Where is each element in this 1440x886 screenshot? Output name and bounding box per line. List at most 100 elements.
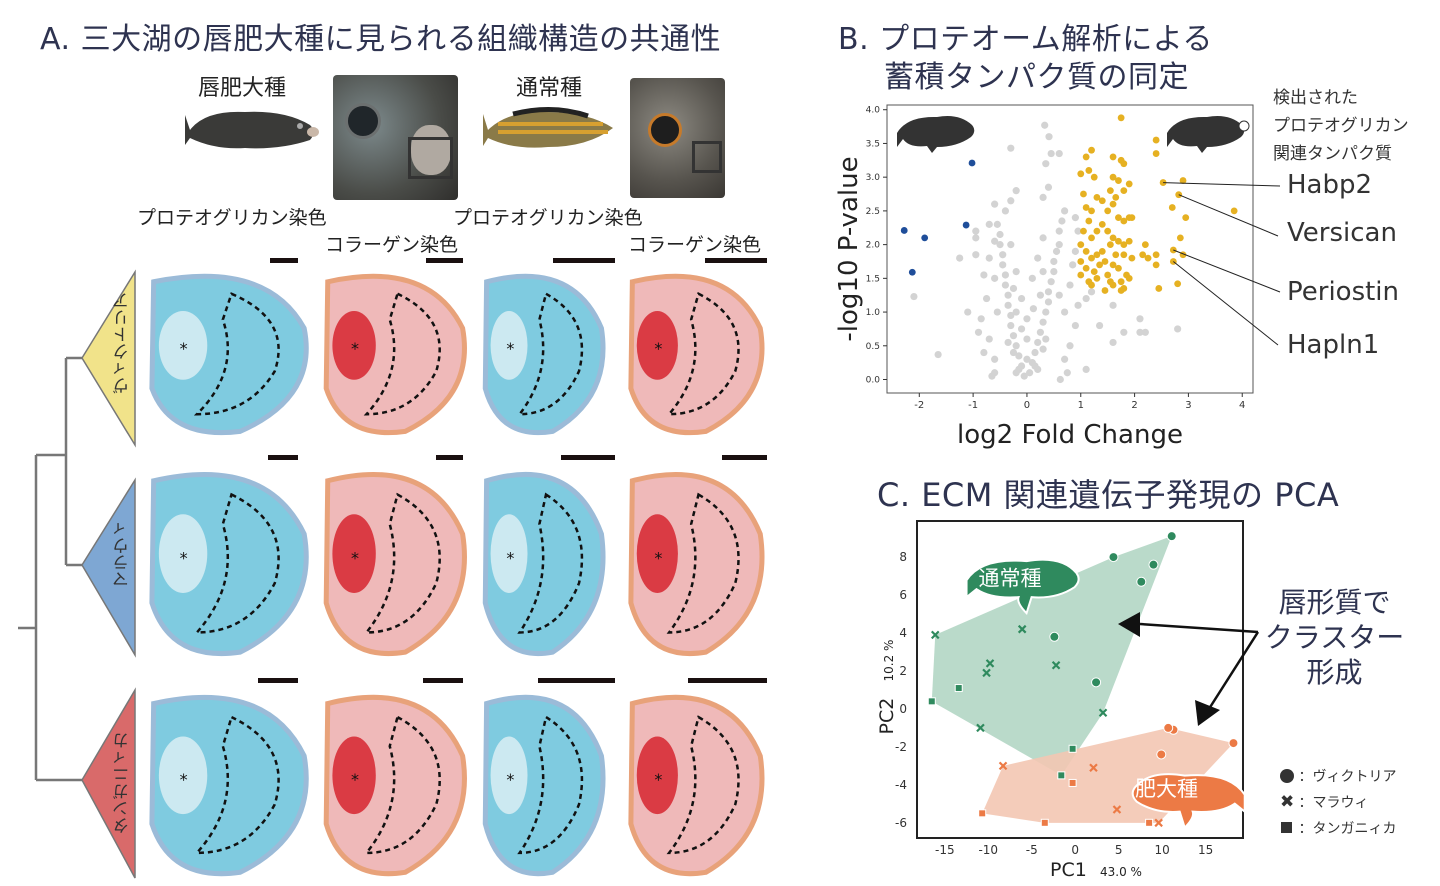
y-axis-label: PC2	[876, 698, 898, 735]
up-point	[1125, 237, 1133, 245]
legend-item-victoria: ：ヴィクトリア	[1280, 766, 1396, 792]
scale-bar	[561, 455, 615, 460]
ns-point	[1039, 234, 1047, 242]
ns-point	[1009, 332, 1018, 340]
panel-b-title-line2: 蓄積タンパク質の同定	[884, 60, 1189, 95]
ns-point	[1001, 281, 1010, 289]
ns-point	[1009, 284, 1018, 293]
ns-point	[1009, 348, 1018, 357]
x-tick-label: -5	[1026, 843, 1038, 857]
cross-point	[1098, 708, 1108, 717]
hypertrophic-fish-photo	[185, 100, 320, 160]
up-point	[1093, 227, 1101, 235]
ns-point	[1052, 247, 1061, 255]
detected-proteoglycan-label: 検出された プロテオグリカン 関連タンパク質	[1273, 84, 1409, 168]
up-point	[1109, 153, 1117, 161]
y-tick-label: -2	[895, 740, 907, 754]
ns-point	[1055, 227, 1063, 235]
x-tick-label: -15	[935, 843, 955, 857]
circle-point	[1148, 559, 1159, 570]
ns-point	[1069, 261, 1077, 269]
y-tick-label: -6	[895, 816, 907, 830]
up-point	[1101, 258, 1109, 265]
up-point	[1115, 237, 1122, 245]
svg-text:*: *	[654, 339, 662, 358]
up-point	[1179, 177, 1187, 184]
ns-point	[991, 274, 999, 282]
up-point	[1082, 204, 1090, 211]
ns-point	[934, 350, 942, 359]
ns-point	[1174, 325, 1182, 333]
up-point	[1104, 271, 1112, 279]
up-point	[1152, 136, 1160, 144]
square-point	[1057, 771, 1066, 780]
svg-text:*: *	[506, 339, 514, 358]
up-point	[1098, 220, 1106, 228]
up-point	[1088, 281, 1095, 289]
svg-text:*: *	[180, 339, 188, 358]
up-point	[1093, 251, 1101, 259]
up-point	[1104, 227, 1112, 235]
down-point	[900, 227, 908, 234]
y-tick-label: 3.0	[866, 173, 881, 183]
ns-point	[1066, 281, 1074, 289]
hypertrophic-head-photo	[333, 75, 458, 200]
arrowhead-icon	[1118, 612, 1140, 637]
square-point	[1068, 744, 1077, 753]
up-point	[1088, 207, 1095, 215]
scale-bar	[436, 455, 463, 460]
up-point	[1176, 234, 1184, 242]
circle-point	[1228, 738, 1239, 749]
y-tick-label: 6	[899, 588, 907, 602]
scale-bar	[722, 455, 767, 460]
y-tick-label: 2.5	[866, 207, 880, 217]
lake-label-malawi: マラウィ	[113, 520, 133, 588]
ns-point	[910, 292, 918, 301]
up-point	[1128, 254, 1136, 262]
scale-bar	[258, 678, 298, 683]
x-axis-label: PC1	[1050, 859, 1087, 881]
svg-text:*: *	[351, 339, 359, 358]
ns-point	[1109, 338, 1117, 347]
ns-point	[1120, 328, 1128, 336]
ns-point	[1023, 355, 1031, 363]
scale-bar	[553, 258, 615, 263]
hypertrophic-fish-silhouette-icon	[1167, 116, 1245, 153]
panel-c-title: C. ECM 関連遺伝子発現の PCA	[877, 476, 1340, 514]
normal-head-photo	[630, 78, 725, 198]
ns-point	[1007, 241, 1015, 249]
up-point	[1128, 214, 1136, 222]
collagen-stain-image: *	[320, 688, 475, 882]
gene-label-periostin: Periostin	[1287, 277, 1400, 307]
collagen-stain-image: *	[625, 688, 772, 882]
ns-point	[1044, 183, 1053, 191]
annotation-line: 唇形質で	[1278, 586, 1391, 619]
up-point	[1090, 268, 1098, 275]
ns-point	[1001, 271, 1010, 279]
ns-point	[972, 234, 980, 242]
gene-leader-line	[1163, 182, 1281, 187]
up-point	[1117, 287, 1125, 294]
scale-bar	[426, 258, 463, 263]
ns-point	[972, 251, 980, 259]
hypertrophic-fish-icon	[1131, 773, 1246, 830]
up-point	[1120, 217, 1128, 225]
gene-label-hapln1: Hapln1	[1287, 330, 1380, 360]
labeled-point	[1175, 191, 1183, 199]
up-point	[1230, 207, 1238, 215]
ns-point	[1074, 301, 1082, 309]
cross-point	[976, 723, 985, 733]
gene-leader-line	[1173, 249, 1281, 293]
up-point	[1144, 254, 1152, 262]
plot-frame	[916, 520, 1244, 839]
ns-point	[1007, 321, 1015, 330]
ns-point	[991, 237, 999, 245]
ns-point	[1050, 257, 1058, 266]
proteoglycan-stain-image: *	[480, 268, 612, 440]
ns-point	[1074, 227, 1082, 235]
up-point	[1082, 264, 1090, 272]
up-point	[1174, 280, 1182, 288]
up-point	[1082, 247, 1090, 255]
down-point	[921, 234, 929, 242]
proteoglycan-stain-image: *	[480, 465, 612, 662]
